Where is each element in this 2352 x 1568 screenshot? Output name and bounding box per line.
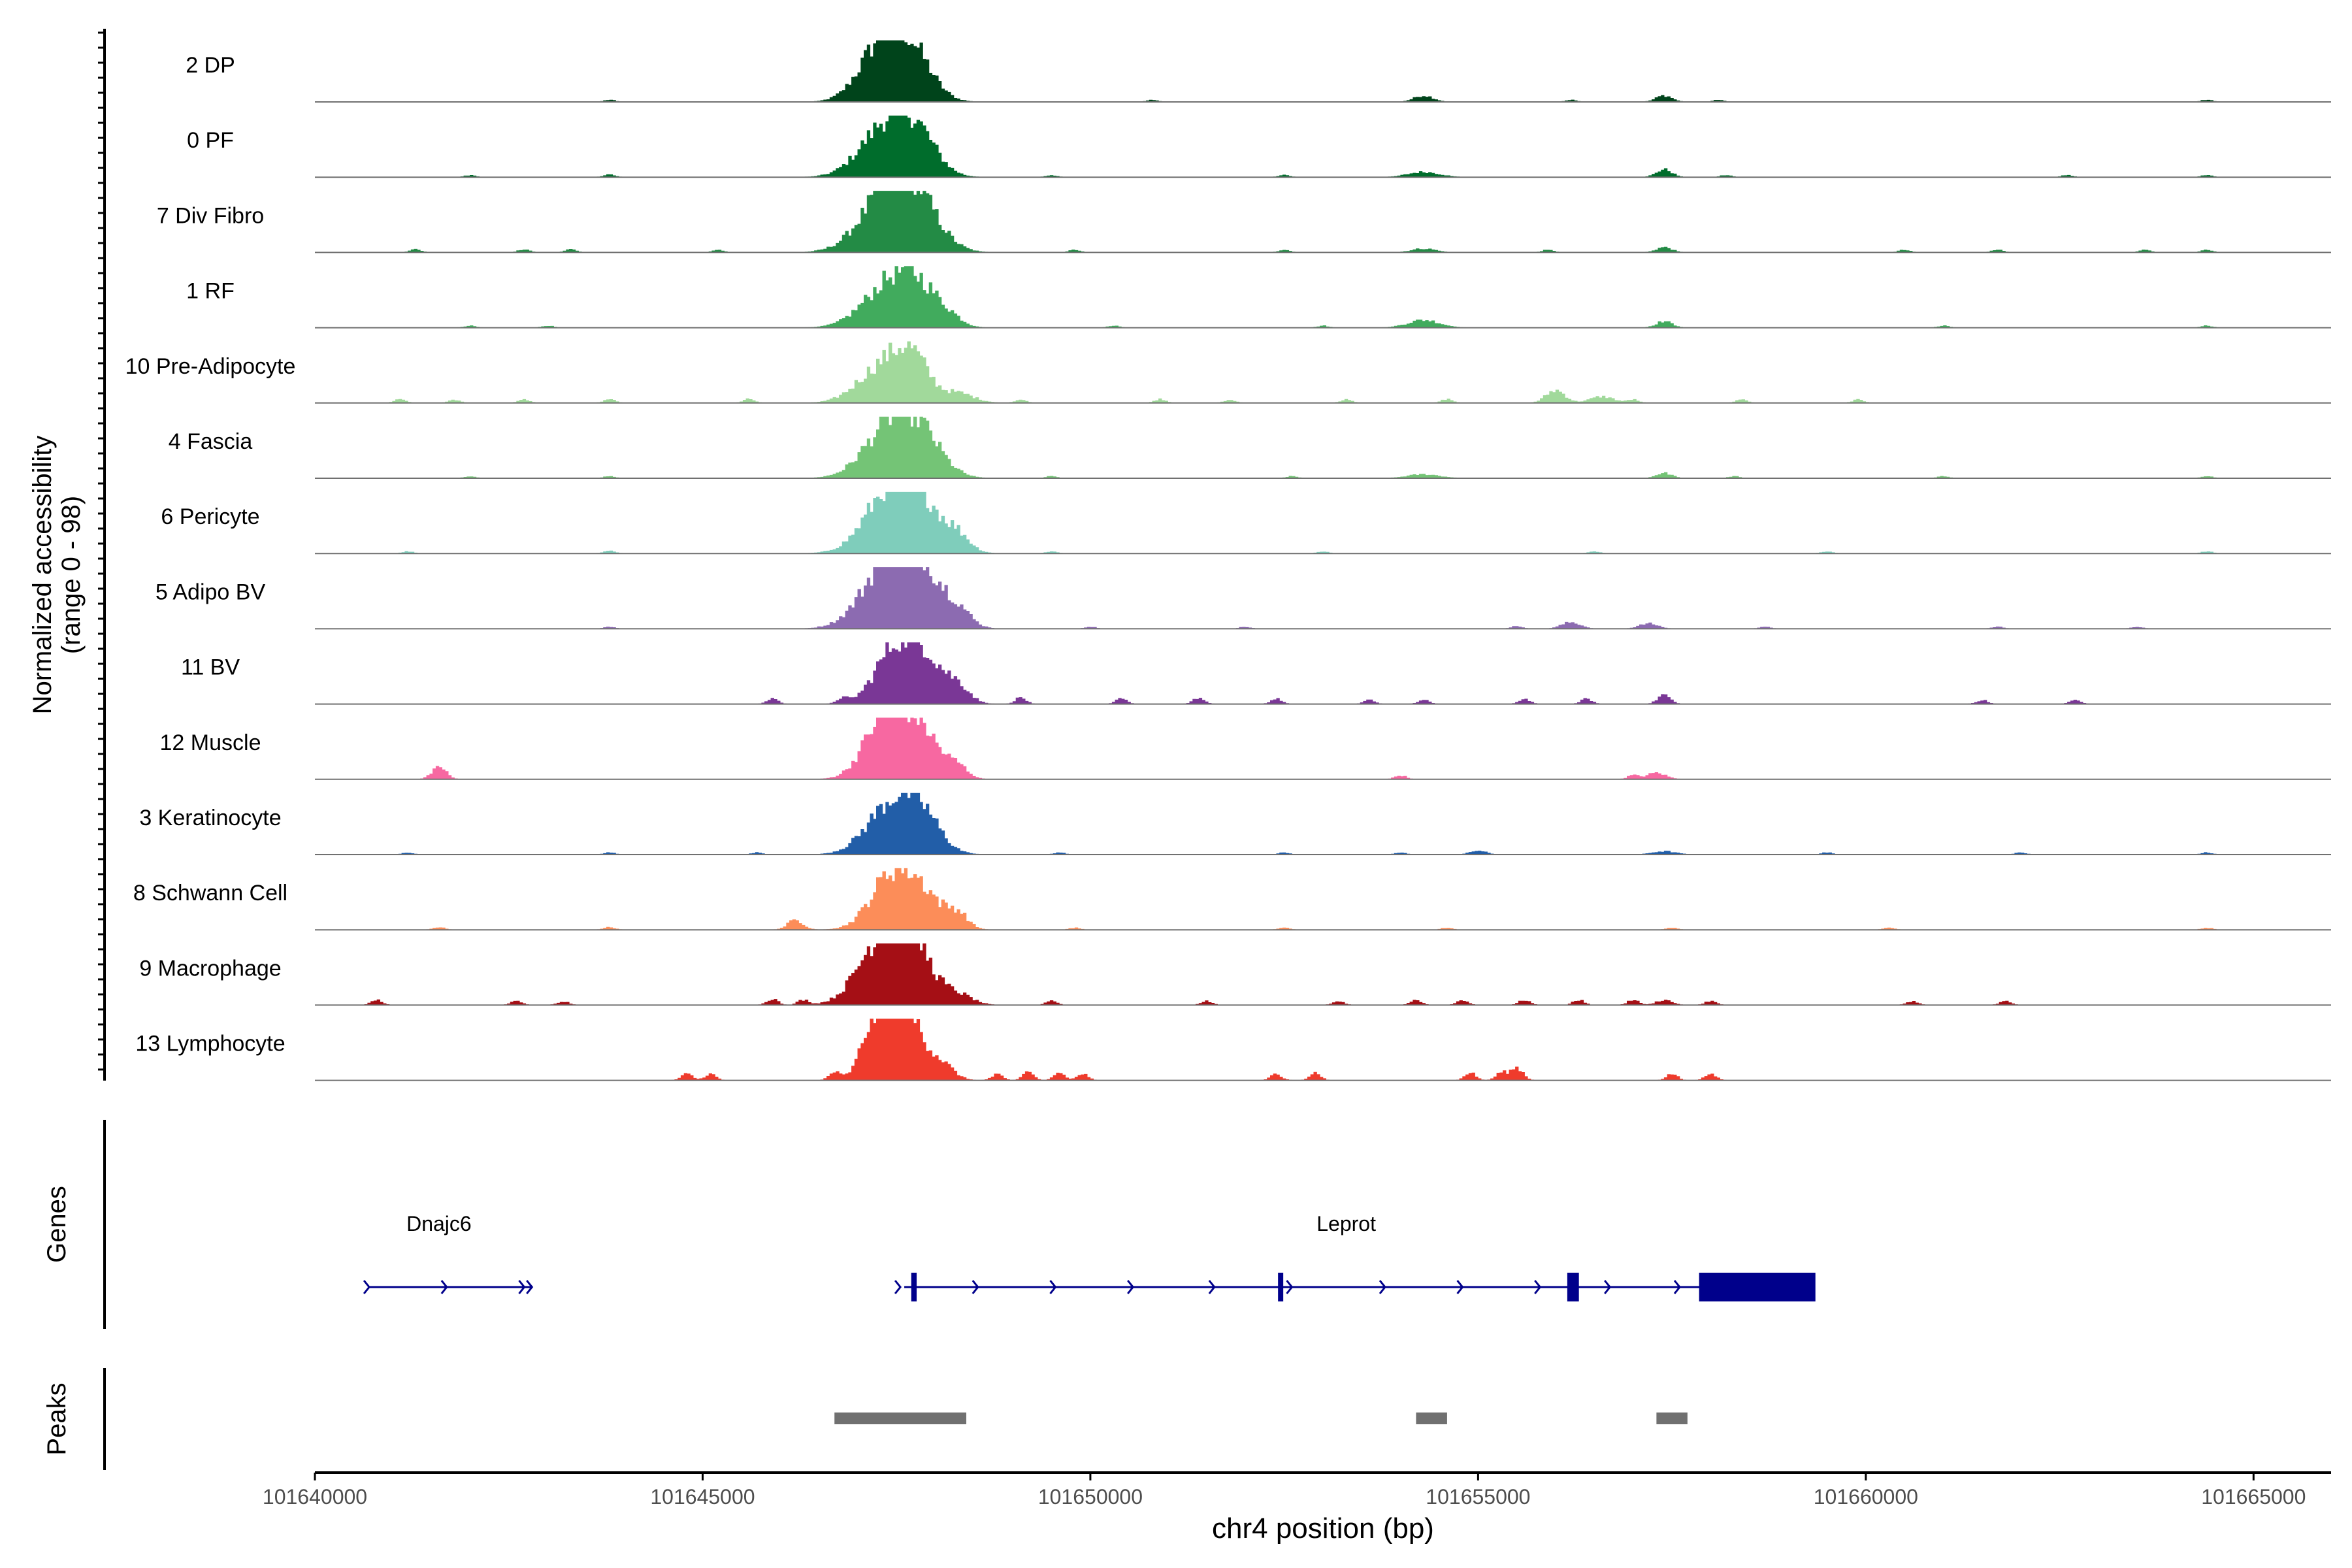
gene-leprot: Leprot [894, 1212, 1816, 1301]
track-5-adipo-bv: 5 Adipo BV [155, 567, 2331, 630]
strand-arrow [1286, 1280, 1294, 1294]
coverage-area [315, 1019, 2331, 1081]
strand-arrow [363, 1280, 371, 1294]
peak-region [1416, 1413, 1447, 1424]
track-label: 1 RF [186, 279, 235, 304]
strand-arrow [440, 1280, 448, 1294]
exon [1567, 1273, 1579, 1301]
coverage-area [315, 416, 2331, 479]
strand-arrow [972, 1280, 979, 1294]
track-9-macrophage: 9 Macrophage [139, 943, 2331, 1006]
strand-arrow [1604, 1280, 1612, 1294]
genes-axis-label: Genes [42, 1186, 71, 1263]
x-tick-label: 101660000 [1814, 1485, 1918, 1509]
track-label: 11 BV [181, 655, 240, 680]
x-tick-label: 101665000 [2201, 1485, 2306, 1509]
coverage-area [315, 642, 2331, 704]
x-axis: 101640000 101645000 101650000 101655000 1016… [263, 1471, 2331, 1509]
gene-label: Leprot [1316, 1212, 1376, 1235]
track-11-bv: 11 BV [181, 642, 2331, 705]
exon [1278, 1273, 1284, 1301]
x-tick-label: 101640000 [263, 1485, 367, 1509]
exon [911, 1273, 917, 1301]
strand-arrow [894, 1280, 902, 1294]
coverage-area [315, 943, 2331, 1005]
coverage-area [315, 567, 2331, 629]
track-7-div-fibro: 7 Div Fibro [157, 191, 2331, 253]
exon [1699, 1273, 1816, 1301]
track-4-fascia: 4 Fascia [169, 416, 2331, 479]
coverage-area [315, 40, 2331, 103]
strand-arrow [1456, 1280, 1464, 1294]
x-tick-label: 101650000 [1038, 1485, 1143, 1509]
peak-region [1656, 1413, 1688, 1424]
track-8-schwann-cell: 8 Schwann Cell [133, 868, 2331, 931]
strand-arrow [526, 1280, 534, 1294]
track-label: 6 Pericyte [161, 504, 259, 529]
track-label: 3 Keratinocyte [139, 806, 281, 830]
coverage-tracks: 2 DP 0 PF 7 Div Fibro 1 RF 10 Pre-Adipocyte 4… [125, 40, 2331, 1081]
track-13-lymphocyte: 13 Lymphocyte [135, 1019, 2331, 1081]
strand-arrow [1127, 1280, 1135, 1294]
coverage-area [315, 717, 2331, 780]
track-12-muscle: 12 Muscle [160, 717, 2331, 780]
track-label: 7 Div Fibro [157, 203, 264, 228]
y-axis-label: Normalized accessibility [28, 436, 57, 715]
track-0-pf: 0 PF [187, 115, 2331, 178]
y-axis [98, 29, 106, 1081]
peak-region [834, 1413, 967, 1424]
x-tick-label: 101645000 [650, 1485, 755, 1509]
coverage-area [315, 191, 2331, 253]
track-1-rf: 1 RF [186, 266, 2331, 329]
coverage-area [315, 266, 2331, 328]
gene-annotation-panel: Genes Dnajc6 Leprot [42, 1120, 1816, 1329]
track-label: 8 Schwann Cell [133, 881, 287, 906]
strand-arrow [518, 1280, 526, 1294]
coverage-area [315, 792, 2331, 855]
track-2-dp: 2 DP [186, 40, 2331, 103]
x-axis-label: chr4 position (bp) [1212, 1512, 1434, 1544]
track-label: 5 Adipo BV [155, 580, 266, 604]
peaks-axis-label: Peaks [42, 1382, 71, 1455]
strand-arrow [1534, 1280, 1542, 1294]
y-axis-range-label: (range 0 - 98) [57, 496, 86, 654]
coverage-area [315, 868, 2331, 930]
strand-arrow [1379, 1280, 1386, 1294]
strand-arrow [1673, 1280, 1681, 1294]
track-label: 2 DP [186, 53, 235, 78]
gene-label: Dnajc6 [406, 1212, 472, 1235]
track-label: 13 Lymphocyte [135, 1032, 285, 1056]
track-label: 10 Pre-Adipocyte [125, 354, 296, 379]
track-label: 12 Muscle [160, 730, 261, 755]
x-tick-label: 101655000 [1426, 1485, 1530, 1509]
coverage-area [315, 491, 2331, 554]
coverage-area [315, 115, 2331, 178]
strand-arrow [1208, 1280, 1216, 1294]
peak-annotation-panel: Peaks [42, 1368, 1688, 1470]
track-label: 9 Macrophage [139, 956, 281, 981]
coverage-area [315, 341, 2331, 404]
track-label: 0 PF [187, 128, 234, 153]
track-label: 4 Fascia [169, 429, 253, 454]
track-6-pericyte: 6 Pericyte [161, 491, 2331, 555]
strand-arrow [1049, 1280, 1057, 1294]
track-3-keratinocyte: 3 Keratinocyte [139, 792, 2331, 855]
track-10-pre-adipocyte: 10 Pre-Adipocyte [125, 341, 2331, 404]
gene-dnajc6: Dnajc6 [363, 1212, 534, 1294]
